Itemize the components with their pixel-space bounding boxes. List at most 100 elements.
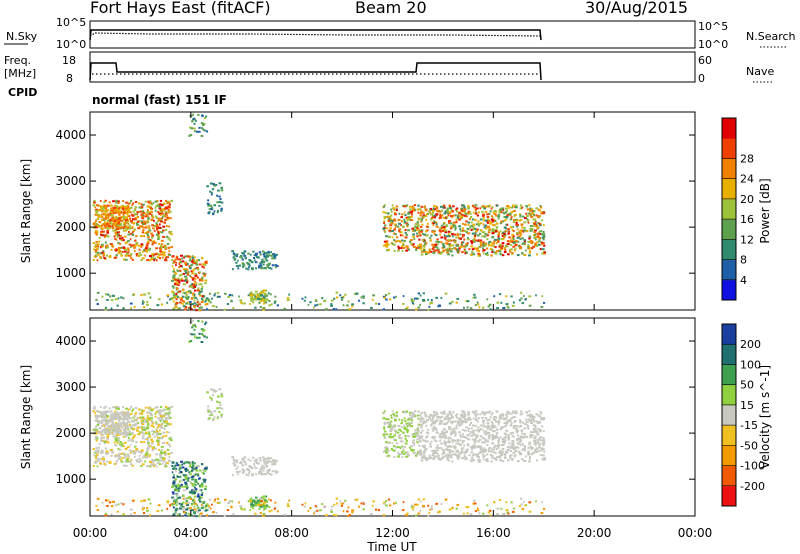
power-echo: [166, 202, 170, 205]
power-echo: [128, 217, 131, 220]
power-echo: [155, 222, 158, 225]
power-echo: [419, 245, 422, 248]
velocity-echo: [171, 464, 174, 467]
velocity-echo: [243, 460, 247, 463]
power-echo: [104, 245, 108, 248]
velocity-echo: [97, 449, 100, 452]
velocity-echo: [472, 433, 475, 436]
velocity-echo: [184, 512, 188, 515]
power-echo: [181, 260, 185, 263]
power-echo: [460, 207, 464, 210]
power-echo: [196, 266, 199, 269]
power-echo: [243, 250, 246, 253]
noise-right-tick-bottom: 10^0: [698, 38, 728, 51]
velocity-echo: [147, 421, 150, 424]
power-echo: [131, 225, 134, 228]
power-echo: [131, 233, 135, 236]
power-echo: [129, 302, 133, 305]
power-echo: [118, 242, 122, 245]
velocity-echo: [533, 419, 535, 422]
velocity-echo: [156, 434, 159, 437]
power-echo: [486, 298, 489, 301]
power-echo: [148, 227, 151, 230]
power-echo: [260, 290, 264, 293]
velocity-echo: [131, 437, 134, 440]
power-echo: [492, 216, 494, 219]
power-echo: [339, 294, 342, 297]
power-echo: [108, 225, 112, 228]
power-echo: [383, 224, 387, 227]
power-echo: [106, 293, 110, 296]
velocity-echo: [503, 418, 506, 421]
velocity-echo: [175, 489, 179, 492]
power-echo: [429, 236, 432, 239]
velocity-echo: [141, 421, 144, 424]
power-echo: [458, 214, 461, 217]
power-echo: [136, 211, 140, 214]
velocity-echo: [106, 415, 110, 418]
power-echo: [482, 213, 485, 216]
velocity-echo: [401, 440, 404, 443]
velocity-echo: [424, 421, 428, 424]
power-echo: [172, 277, 176, 280]
power-echo: [141, 225, 144, 228]
power-echo: [193, 260, 196, 263]
power-echo: [509, 248, 513, 251]
power-echo: [521, 229, 524, 232]
velocity-echo: [440, 411, 443, 414]
power-echo: [452, 239, 456, 242]
power-echo: [152, 216, 155, 219]
velocity-echo: [440, 432, 444, 435]
velocity-echo: [213, 410, 217, 413]
velocity-echo: [532, 451, 536, 454]
velocity-echo: [440, 442, 444, 445]
power-echo: [169, 233, 173, 236]
power-echo: [206, 202, 210, 205]
velocity-echo: [107, 422, 110, 425]
power-echo: [124, 211, 127, 214]
velocity-echo: [531, 418, 535, 421]
power-echo: [198, 303, 201, 306]
velocity-echo: [415, 454, 418, 457]
power-echo: [169, 203, 171, 206]
power-echo: [404, 228, 407, 231]
velocity-echo: [96, 457, 100, 460]
velocity-echo: [123, 456, 127, 459]
power-echo: [121, 236, 124, 239]
velocity-echo: [252, 499, 256, 502]
power-echo: [226, 303, 230, 306]
freq-label-2: [MHz]: [4, 67, 36, 80]
velocity-echo: [177, 485, 180, 488]
power-echo: [501, 207, 505, 210]
power-echo: [156, 220, 159, 223]
velocity-echo: [506, 419, 509, 422]
velocity-echo: [131, 464, 134, 467]
power-echo: [422, 292, 425, 295]
power-echo: [133, 305, 136, 308]
velocity-echo: [534, 442, 537, 445]
power-echo: [122, 297, 125, 300]
power-echo: [439, 227, 442, 230]
velocity-echo: [403, 411, 407, 414]
velocity-echo: [426, 440, 429, 443]
power-echo: [111, 214, 114, 217]
velocity-echo: [130, 451, 132, 454]
power-echo: [100, 246, 102, 249]
power-echo: [452, 223, 455, 226]
power-echo: [519, 218, 523, 221]
power-echo: [186, 291, 190, 294]
velocity-echo: [94, 437, 97, 440]
velocity-echo: [184, 481, 187, 484]
velocity-echo: [396, 442, 399, 445]
power-echo: [435, 214, 438, 217]
power-echo: [159, 220, 163, 223]
velocity-echo: [135, 428, 139, 431]
velocity-echo: [127, 455, 130, 458]
velocity-echo: [166, 413, 168, 416]
power-echo: [462, 241, 465, 244]
velocity-echo: [167, 412, 170, 415]
power-echo: [193, 268, 196, 271]
velocity-echo: [146, 436, 150, 439]
power-echo: [160, 239, 164, 242]
power-echo: [155, 252, 158, 255]
